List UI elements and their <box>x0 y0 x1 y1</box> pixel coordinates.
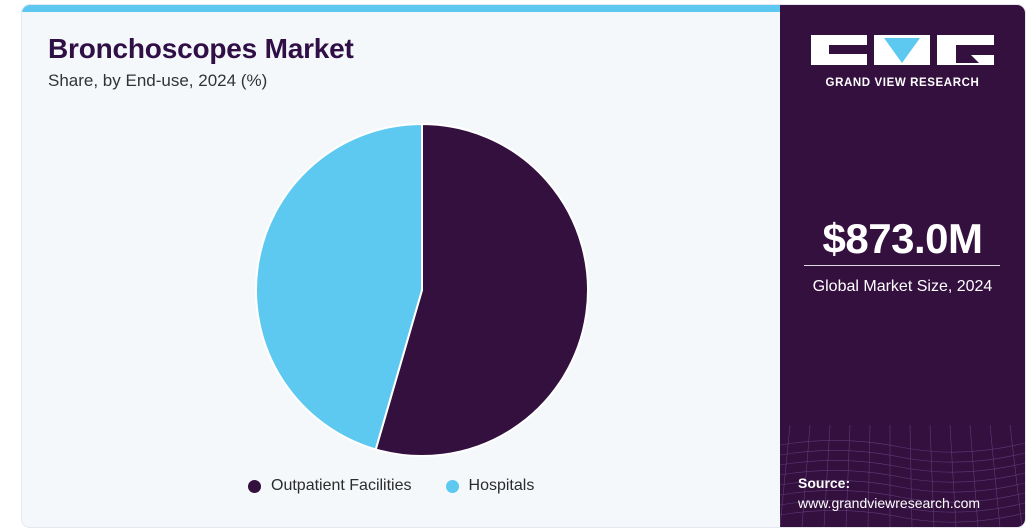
chart-title: Bronchoscopes Market <box>48 33 354 64</box>
chart-panel: Bronchoscopes Market Share, by End-use, … <box>22 5 780 527</box>
accent-bar <box>22 5 780 12</box>
market-size-value: $873.0M <box>822 215 983 262</box>
pie-slice-outpatient-facilities <box>374 123 589 457</box>
legend-swatch-hospitals <box>445 479 459 493</box>
infographic-card: Bronchoscopes Market Share, by End-use, … <box>22 5 1025 527</box>
gvr-logo: GRAND VIEW RESEARCH <box>811 35 994 89</box>
legend-item-outpatient-facilities: Outpatient Facilities <box>248 477 412 495</box>
grid-wave-decoration <box>780 425 1025 527</box>
legend-label-outpatient-facilities: Outpatient Facilities <box>271 477 412 494</box>
chart-subtitle: Share, by End-use, 2024 (%) <box>48 71 268 90</box>
legend-item-hospitals: Hospitals <box>445 477 535 495</box>
pie-chart <box>255 123 589 457</box>
legend-swatch-outpatient-facilities <box>248 479 261 493</box>
market-size-label: Global Market Size, 2024 <box>812 278 993 295</box>
market-size-divider <box>804 265 1000 266</box>
chart-legend: Outpatient Facilities Hospitals <box>248 477 568 495</box>
brand-name: GRAND VIEW RESEARCH <box>825 77 980 89</box>
info-sidebar: GRAND VIEW RESEARCH $873.0M Global Marke… <box>780 5 1025 527</box>
pie-slice-hospitals <box>255 123 423 451</box>
source-url: www.grandviewresearch.com <box>798 495 981 511</box>
source-note: Source: www.grandviewresearch.com <box>798 473 980 513</box>
source-label: Source: <box>798 475 851 491</box>
legend-label-hospitals: Hospitals <box>468 477 535 494</box>
gvr-logo-mark-icon <box>811 35 994 65</box>
